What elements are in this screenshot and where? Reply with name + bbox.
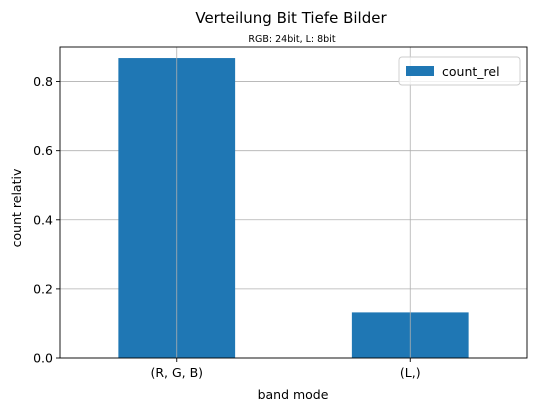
plot-area-frame xyxy=(59,46,528,359)
vertical-grid-lines xyxy=(176,47,411,358)
legend-label-count-rel: count_rel xyxy=(442,64,500,79)
chart-title: Verteilung Bit Tiefe Bilder xyxy=(195,9,387,27)
x-tick-label: (R, G, B) xyxy=(150,365,203,380)
x-tick-label: (L,) xyxy=(400,365,421,380)
y-tick-label: 0.8 xyxy=(33,74,53,89)
y-tick-label: 0.2 xyxy=(33,281,53,296)
y-tick-label: 0.4 xyxy=(33,212,53,227)
chart-subtitle: RGB: 24bit, L: 8bit xyxy=(248,34,335,45)
y-axis-ticks: 0.0 0.2 0.4 0.6 0.8 xyxy=(33,74,60,366)
bars xyxy=(118,58,469,359)
x-axis-label: band mode xyxy=(258,387,329,402)
legend-box xyxy=(398,56,521,86)
y-axis-label: count relativ xyxy=(9,168,24,247)
legend-swatch-count-rel xyxy=(406,66,434,76)
y-tick-label: 0.0 xyxy=(33,351,53,366)
x-axis-ticks: (R, G, B) (L,) xyxy=(150,358,421,380)
y-tick-label: 0.6 xyxy=(33,143,53,158)
legend: count_rel xyxy=(398,56,521,86)
